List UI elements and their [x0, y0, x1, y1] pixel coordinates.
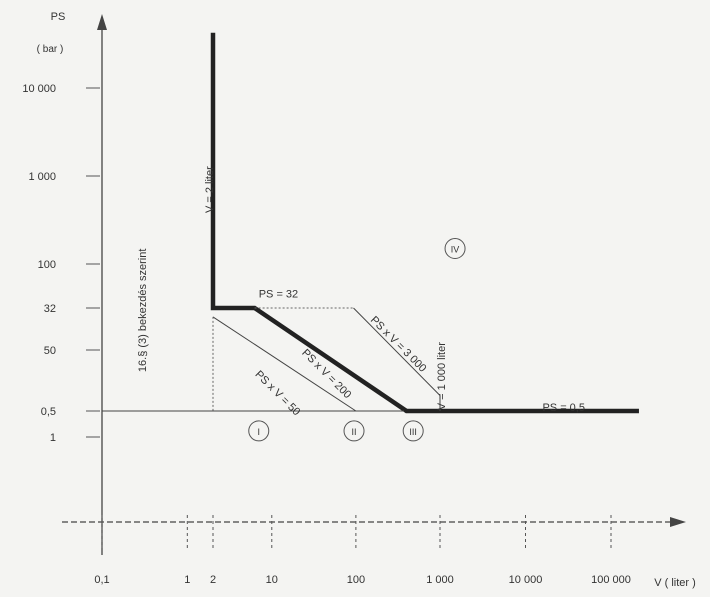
region-circle [343, 420, 365, 442]
x-tick-label: 10 [266, 574, 278, 586]
region-label: I [258, 427, 261, 437]
region-circle [444, 238, 466, 260]
annotation-label: PS = 32 [259, 288, 298, 300]
y-tick-label: 0,5 [41, 406, 56, 418]
series [102, 32, 639, 414]
region-circle [402, 420, 424, 442]
series-line [353, 307, 441, 396]
x-tick-label: 1 000 [426, 574, 454, 586]
y-tick-label: 1 [50, 432, 56, 444]
y-tick-label: 10 000 [22, 83, 56, 95]
region-label: III [409, 427, 417, 437]
region-label: II [352, 427, 357, 437]
annotation-label: PS x V = 3 000 [368, 314, 429, 375]
x-tick-label: 100 000 [591, 574, 631, 586]
series-line [210, 32, 639, 414]
annotation-label: 16.§ (3) bekezdés szerint [137, 249, 149, 373]
y-tick-label: 32 [44, 303, 56, 315]
y-axis-unit: ( bar ) [37, 44, 64, 55]
x-tick-label: 10 000 [509, 574, 543, 586]
region-circle [248, 420, 270, 442]
axes [62, 14, 686, 555]
y-axis-label: PS [51, 11, 66, 23]
annotation-label: V = 2 liter [204, 166, 216, 213]
x-tick-label: 1 [184, 574, 190, 586]
y-tick-label: 100 [38, 259, 56, 271]
x-tick-label: 2 [210, 574, 216, 586]
x-axis-label: V ( liter ) [654, 577, 696, 589]
series-line [212, 316, 357, 412]
region-label: IV [451, 245, 460, 255]
y-axis-arrow [97, 14, 107, 30]
y-tick-label: 1 000 [28, 171, 56, 183]
x-tick-label: 0,1 [94, 574, 109, 586]
annotation-label: V = 1 000 liter [436, 342, 448, 411]
ticks: 0,1 1 2 10 100 1 000 10 000 100 000 0,5 1 50 32 100 1… [22, 83, 631, 586]
x-axis-arrow [670, 517, 686, 527]
annotation-label: PS = 0,5 [542, 402, 585, 414]
y-tick-label: 50 [44, 345, 56, 357]
x-tick-label: 100 [347, 574, 365, 586]
